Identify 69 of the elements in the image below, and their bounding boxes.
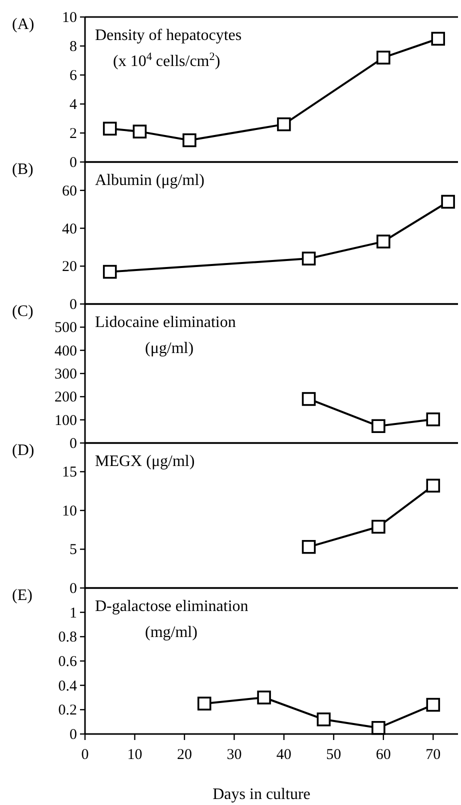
annotation: (mg/ml) [145, 624, 198, 641]
y-tick-label: 20 [62, 259, 77, 276]
y-tick-label: 2 [70, 126, 77, 142]
annotation: Lidocaine elimination [95, 314, 236, 331]
y-tick-label: 10 [62, 503, 77, 520]
y-tick-label: 0 [70, 297, 77, 313]
y-tick-label: 0.4 [58, 678, 78, 694]
x-axis-title: Days in culture [212, 786, 310, 803]
point [426, 412, 440, 426]
x-tick-label: 40 [276, 747, 292, 763]
point [197, 696, 212, 710]
chart-title: (C) [12, 303, 34, 320]
point [102, 122, 117, 136]
y-tick-label: 0.8 [58, 630, 77, 646]
chart-title: (E) [12, 587, 32, 604]
annotation: MEGX (μg/ml) [95, 453, 195, 470]
point [257, 690, 271, 704]
y-tick-label: 0 [70, 581, 77, 597]
point [102, 264, 117, 279]
y-tick-label: 1 [70, 605, 77, 622]
y-tick-label: 100 [54, 412, 77, 429]
y-tick-label: 10 [62, 10, 77, 26]
x-tick-label: 60 [376, 747, 391, 763]
y-tick-label: 4 [70, 97, 78, 113]
annotation: (x 10$^{4}$ cells/cm$^{2}$) [113, 51, 220, 70]
point [372, 419, 386, 433]
y-tick-label: 500 [54, 320, 77, 336]
y-tick-label: 8 [70, 39, 77, 55]
y-tick-label: 40 [62, 221, 77, 238]
point [372, 721, 386, 735]
point [431, 32, 446, 46]
chart-title: (B) [12, 161, 34, 178]
point [441, 194, 455, 209]
y-tick-label: 300 [54, 366, 77, 382]
y-tick-label: 0 [70, 155, 77, 171]
annotation: Density of hepatocytes [95, 27, 242, 44]
annotation: D-galactose elimination [95, 598, 248, 615]
point [376, 50, 390, 64]
y-tick-label: 0 [70, 436, 77, 452]
y-tick-label: 200 [54, 390, 77, 406]
annotation: (μg/ml) [145, 340, 194, 357]
x-tick-label: 0 [81, 747, 89, 763]
point [182, 133, 196, 148]
point [426, 698, 440, 712]
point [302, 540, 316, 554]
y-tick-label: 5 [70, 542, 77, 558]
y-tick-label: 15 [62, 464, 77, 481]
chart-title: (A) [12, 16, 34, 33]
y-tick-label: 6 [70, 68, 78, 84]
chart-title: (D) [12, 442, 34, 459]
x-tick-label: 50 [326, 747, 342, 763]
point [426, 478, 440, 493]
x-tick-label: 10 [127, 747, 142, 763]
point [316, 712, 331, 726]
y-tick-label: 60 [62, 183, 77, 200]
x-tick-label: 20 [176, 747, 192, 763]
point [132, 124, 147, 138]
y-tick-label: 400 [54, 343, 77, 360]
x-tick-label: 70 [426, 747, 441, 763]
y-tick-label: 0.2 [58, 702, 77, 719]
point [302, 252, 316, 266]
annotation: Albumin (μg/ml) [95, 172, 204, 189]
y-tick-label: 0.6 [58, 654, 78, 670]
point [277, 117, 291, 132]
point [372, 520, 386, 534]
y-tick-label: 0 [70, 727, 77, 743]
x-tick-label: 30 [226, 747, 242, 763]
point [376, 234, 390, 248]
point [302, 392, 316, 406]
